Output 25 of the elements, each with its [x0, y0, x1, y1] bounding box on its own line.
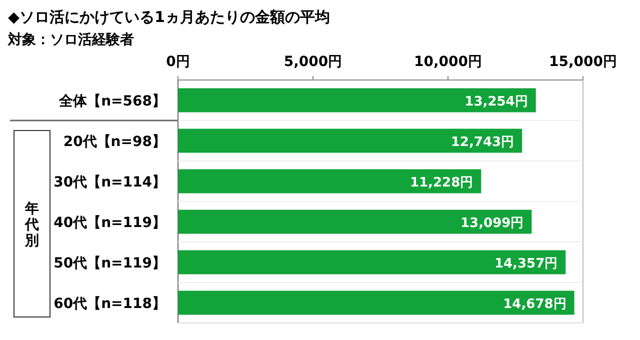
y-tick-label: 60代【n=118】 — [54, 296, 166, 312]
chart-title: ◆ソロ活にかけている1ヵ月あたりの金額の平均 — [8, 8, 330, 26]
y-tick-label: 全体【n=568】 — [58, 93, 166, 110]
bar — [178, 88, 536, 112]
y-tick-label: 30代【n=114】 — [54, 174, 166, 190]
bar — [178, 210, 532, 234]
x-tick-label: 10,000円 — [414, 54, 482, 70]
group-label: 年代別 — [14, 130, 50, 318]
y-tick-label: 20代【n=98】 — [63, 134, 166, 150]
y-tick-label: 50代【n=119】 — [54, 255, 166, 272]
bar — [178, 128, 522, 153]
data-label: 13,099円 — [460, 216, 524, 231]
data-label: 11,228円 — [410, 175, 474, 190]
data-label: 13,254円 — [464, 94, 528, 110]
bar — [178, 250, 566, 274]
x-tick-label: 5,000円 — [284, 54, 342, 70]
x-tick-label: 15,000円 — [548, 54, 618, 70]
data-label: 14,357円 — [494, 256, 558, 272]
y-tick-label: 40代【n=119】 — [54, 214, 166, 231]
data-label: 12,743円 — [450, 134, 514, 150]
chart-subtitle: 対象：ソロ活経験者 — [7, 31, 134, 48]
x-tick-label: 0円 — [166, 54, 190, 70]
bar — [178, 169, 482, 194]
bar — [178, 290, 574, 315]
data-label: 14,678円 — [503, 296, 566, 312]
